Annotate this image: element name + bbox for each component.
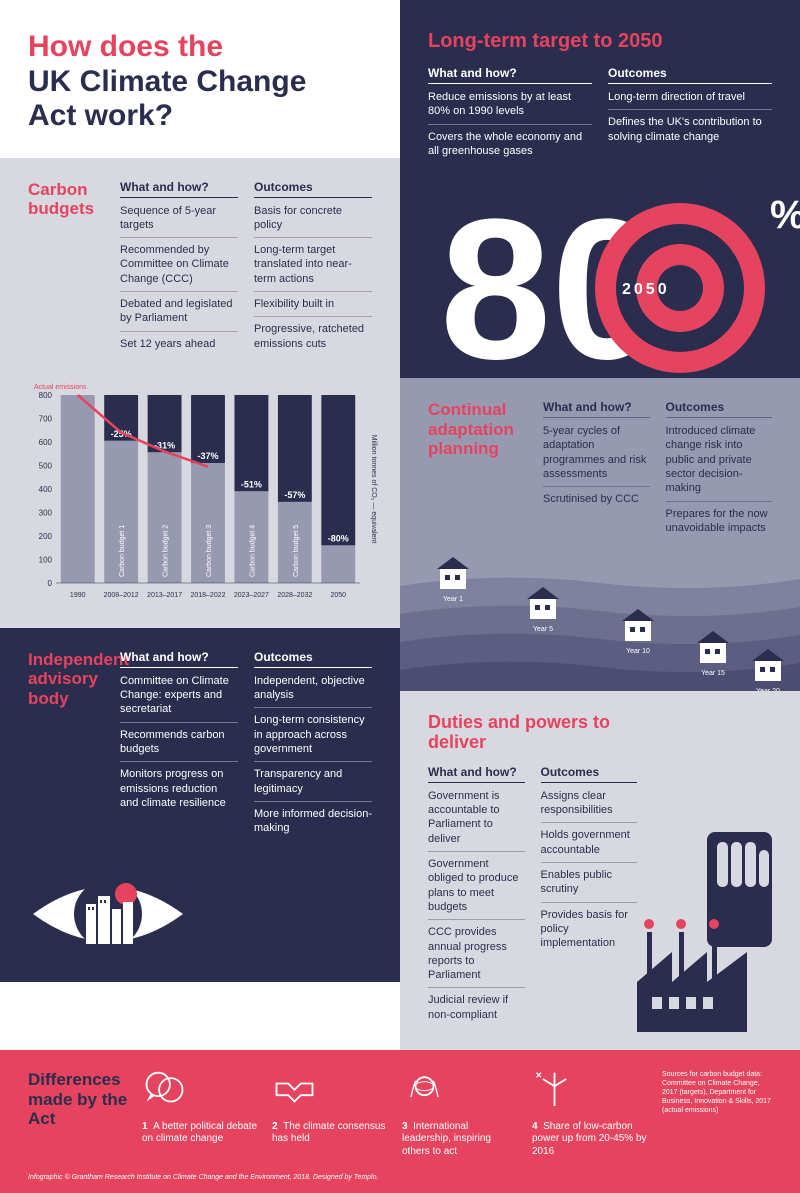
page-title-block: How does theUK Climate ChangeAct work?	[0, 0, 400, 158]
svg-text:1990: 1990	[70, 592, 86, 599]
cb-whathow-h: What and how?	[120, 180, 238, 198]
svg-text:300: 300	[39, 508, 53, 517]
differences-footer: Differences made by the Act 1 A better p…	[0, 1050, 800, 1174]
svg-text:400: 400	[39, 485, 53, 494]
svg-text:2050: 2050	[622, 281, 670, 298]
houses-waves-illustration: Year 1 Year 5 Year 10 Year 15 Year 20	[400, 551, 800, 691]
eighty-percent-graphic: 80 2050 %	[400, 188, 800, 378]
diff-item-3: 3 International leadership, inspiring ot…	[402, 1070, 518, 1158]
diff-item-4: 4 Share of low-carbon power up from 20-4…	[532, 1070, 648, 1158]
differences-heading: Differences made by the Act	[28, 1070, 128, 1129]
diff-item-1: 1 A better political debate on climate c…	[142, 1070, 258, 1146]
carbon-budgets-section: Carbon budgets What and how? Sequence of…	[0, 158, 400, 371]
svg-text:500: 500	[39, 461, 53, 470]
svg-text:100: 100	[39, 555, 53, 564]
sources-text: Sources for carbon budget data: Committe…	[662, 1070, 772, 1115]
carbon-budget-chart: 0 100 200 300 400 500 600 700 800Actual emission…	[0, 371, 400, 628]
svg-text:-37%: -37%	[197, 451, 218, 461]
svg-text:Million tonnes of CO₂ — equiva: Million tonnes of CO₂ — equivalent	[370, 435, 377, 544]
cb-outcomes-h: Outcomes	[254, 180, 372, 198]
svg-text:Carbon budget 2: Carbon budget 2	[163, 525, 170, 577]
svg-text:Carbon budget 4: Carbon budget 4	[249, 525, 256, 577]
longterm-heading: Long-term target to 2050	[428, 30, 772, 52]
svg-text:2018–2022: 2018–2022	[190, 592, 225, 599]
svg-text:2008–2012: 2008–2012	[104, 592, 139, 599]
svg-text:2050: 2050	[330, 592, 346, 599]
svg-text:Year 1: Year 1	[443, 596, 463, 603]
svg-text:%: %	[770, 193, 800, 237]
advisory-section: Independent advisory body What and how? …	[0, 628, 400, 864]
diff-item-2: 2 The climate consensus has held	[272, 1070, 388, 1146]
svg-text:Year 10: Year 10	[626, 648, 650, 655]
svg-text:Year 15: Year 15	[701, 670, 725, 677]
factory-hand-illustration	[637, 713, 772, 1032]
adaptation-section: Continual adaptation planning What and h…	[400, 378, 800, 551]
duties-heading: Duties and powers to deliver	[428, 713, 637, 753]
svg-text:Carbon budget 3: Carbon budget 3	[206, 525, 213, 577]
speech-bubbles-icon	[142, 1070, 187, 1106]
svg-text:200: 200	[39, 532, 53, 541]
svg-text:800: 800	[39, 391, 53, 400]
page-title: How does theUK Climate ChangeAct work?	[28, 30, 372, 134]
svg-text:2013–2017: 2013–2017	[147, 592, 182, 599]
carbon-budgets-heading: Carbon budgets	[28, 180, 112, 219]
credit-line: Infographic © Grantham Research Institut…	[0, 1174, 800, 1193]
svg-text:Year 20: Year 20	[756, 688, 780, 691]
advisory-heading: Independent advisory body	[28, 650, 112, 709]
svg-text:-51%: -51%	[241, 479, 262, 489]
svg-text:-80%: -80%	[328, 533, 349, 543]
svg-text:-57%: -57%	[284, 490, 305, 500]
handshake-icon	[272, 1070, 317, 1106]
svg-text:Actual emissions: Actual emissions	[34, 384, 87, 391]
svg-text:Carbon budget 5: Carbon budget 5	[293, 525, 300, 577]
svg-text:2023–2027: 2023–2027	[234, 592, 269, 599]
svg-text:2028–2032: 2028–2032	[277, 592, 312, 599]
svg-text:700: 700	[39, 414, 53, 423]
adapt-heading: Continual adaptation planning	[428, 400, 535, 459]
svg-text:0: 0	[48, 579, 53, 588]
globe-laurel-icon	[402, 1070, 447, 1106]
longterm-section: Long-term target to 2050 What and how? R…	[400, 0, 800, 188]
duties-section: Duties and powers to deliver What and ho…	[400, 691, 800, 1050]
svg-text:Carbon budget 1: Carbon budget 1	[119, 525, 126, 577]
eye-illustration	[0, 864, 400, 982]
wind-turbine-icon	[532, 1070, 577, 1106]
svg-text:Year 5: Year 5	[533, 626, 553, 633]
svg-text:600: 600	[39, 438, 53, 447]
